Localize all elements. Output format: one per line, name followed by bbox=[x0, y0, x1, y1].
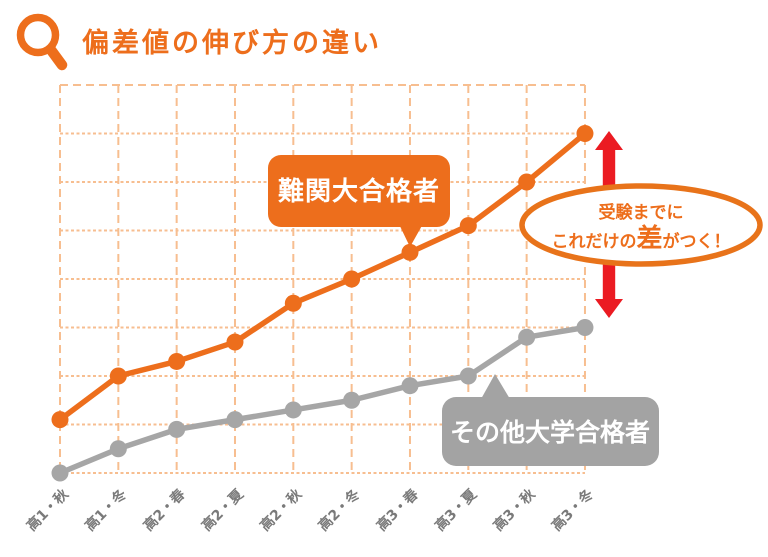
data-point bbox=[518, 328, 536, 346]
data-point bbox=[168, 352, 186, 370]
series-label-badge-other: その他大学合格者 bbox=[442, 374, 659, 466]
data-point bbox=[343, 391, 361, 409]
data-point bbox=[284, 294, 302, 312]
other-badge-label: その他大学合格者 bbox=[450, 418, 650, 447]
x-axis-label: 高3・秋 bbox=[490, 485, 539, 534]
data-point bbox=[109, 440, 127, 458]
data-point bbox=[401, 377, 419, 395]
data-point bbox=[168, 420, 186, 438]
callout-line2: これだけの差がつく！ bbox=[551, 223, 730, 254]
gap-arrow-down-icon bbox=[595, 257, 623, 318]
data-point bbox=[459, 217, 477, 235]
x-axis-label: 高2・冬 bbox=[315, 486, 364, 535]
series-line bbox=[57, 324, 588, 476]
data-point bbox=[109, 367, 127, 385]
x-axis-label: 高3・冬 bbox=[548, 486, 597, 535]
series-line bbox=[57, 130, 588, 423]
data-point bbox=[401, 243, 419, 261]
page-title: 偏差値の伸び方の違い bbox=[82, 27, 382, 59]
hard-badge-label: 難関大合格者 bbox=[278, 176, 440, 207]
x-axis-label: 高3・春 bbox=[373, 485, 422, 534]
x-axis-label: 高1・秋 bbox=[23, 485, 72, 534]
data-point bbox=[226, 333, 244, 351]
series-label-badge-hard: 難関大合格者 bbox=[268, 155, 450, 247]
x-axis-label: 高2・春 bbox=[140, 485, 189, 534]
callout-line1: 受験までに bbox=[599, 202, 684, 223]
x-axis-labels: 高1・秋 高1・冬 高2・春 高2・夏 高2・秋 高2・冬 高3・春 高3・夏 高3・秋 高3・冬 bbox=[23, 485, 597, 534]
chart-series bbox=[51, 125, 594, 482]
x-axis-label: 高1・冬 bbox=[82, 486, 131, 535]
data-point bbox=[576, 319, 594, 336]
series-0 bbox=[51, 125, 594, 429]
data-point bbox=[51, 411, 69, 429]
data-point bbox=[226, 411, 244, 429]
magnifier-icon bbox=[16, 13, 68, 71]
data-point bbox=[343, 270, 361, 288]
header: 偏差値の伸び方の違い bbox=[10, 8, 382, 72]
x-axis-label: 高2・秋 bbox=[257, 485, 306, 534]
x-axis-label: 高3・夏 bbox=[432, 485, 481, 534]
data-point bbox=[51, 464, 69, 482]
data-point bbox=[576, 125, 594, 142]
data-point bbox=[459, 367, 477, 385]
series-1 bbox=[51, 319, 594, 482]
data-point bbox=[518, 173, 536, 191]
x-axis-label: 高2・夏 bbox=[198, 485, 247, 534]
gap-arrow-up-icon bbox=[595, 131, 623, 192]
data-point bbox=[284, 401, 302, 419]
gap-callout-bubble: 受験までに これだけの差がつく！ bbox=[519, 183, 763, 267]
